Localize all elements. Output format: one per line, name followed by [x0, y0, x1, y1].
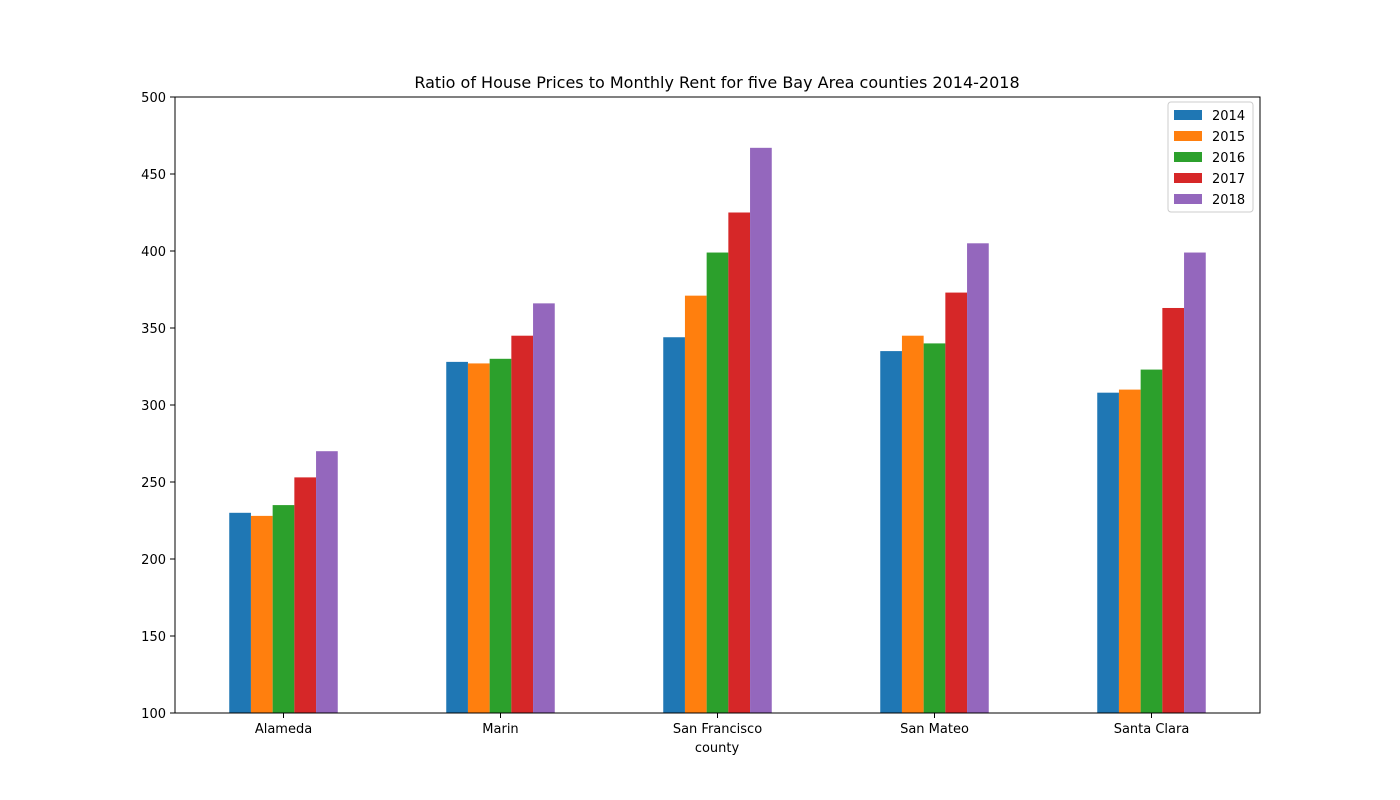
bar-2015-marin: [467, 363, 490, 713]
y-tick-label: 200: [141, 553, 166, 568]
legend-swatch: [1174, 131, 1202, 141]
x-tick-label: San Mateo: [900, 722, 969, 737]
y-axis: 100 150 200 250 300 350 400 450 500: [141, 91, 175, 722]
bar-2018-alameda: [316, 451, 338, 713]
legend-swatch: [1174, 110, 1202, 120]
legend-label: 2015: [1212, 130, 1245, 145]
bar-2016-san-francisco: [706, 252, 729, 714]
x-axis-label: county: [695, 741, 740, 756]
x-tick-label: Alameda: [255, 722, 312, 737]
x-tick-label: Marin: [482, 722, 518, 737]
bars-group: [229, 147, 1206, 714]
y-tick-label: 450: [141, 168, 166, 183]
bar-2018-marin: [533, 303, 555, 713]
bar-2017-marin: [511, 335, 534, 713]
x-axis: Alameda Marin San Francisco San Mateo Santa …: [255, 713, 1189, 737]
bar-2014-marin: [446, 361, 468, 713]
bar-2015-santa-clara: [1118, 389, 1141, 713]
bar-2014-san-mateo: [880, 351, 902, 713]
bar-2018-santa-clara: [1184, 252, 1206, 714]
bar-2015-alameda: [250, 515, 273, 713]
legend: 2014 2015 2016 2017 2018: [1167, 101, 1254, 213]
chart-title: Ratio of House Prices to Monthly Rent fo…: [414, 73, 1019, 92]
bar-2014-alameda: [229, 512, 251, 713]
y-tick-label: 300: [141, 399, 166, 414]
legend-box: [1167, 101, 1254, 213]
bar-2016-santa-clara: [1140, 369, 1163, 713]
bar-2016-san-mateo: [923, 343, 946, 713]
bar-2014-santa-clara: [1097, 392, 1119, 713]
legend-label: 2016: [1212, 151, 1245, 166]
y-tick-label: 150: [141, 630, 166, 645]
legend-label: 2017: [1212, 172, 1245, 187]
bar-2017-san-mateo: [945, 292, 968, 713]
x-tick-label: San Francisco: [673, 722, 762, 737]
legend-label: 2014: [1212, 109, 1245, 124]
y-tick-label: 500: [141, 91, 166, 106]
x-tick-label: Santa Clara: [1114, 722, 1190, 737]
bar-2018-san-mateo: [967, 243, 989, 714]
y-tick-label: 350: [141, 322, 166, 337]
legend-swatch: [1174, 152, 1202, 162]
bar-2017-santa-clara: [1162, 307, 1185, 713]
y-tick-label: 100: [141, 707, 166, 722]
bar-2017-san-francisco: [728, 212, 751, 713]
y-tick-label: 400: [141, 245, 166, 260]
bar-2015-san-francisco: [684, 295, 707, 713]
y-tick-label: 250: [141, 476, 166, 491]
legend-label: 2018: [1212, 193, 1245, 208]
legend-swatch: [1174, 194, 1202, 204]
bar-2018-san-francisco: [750, 147, 772, 713]
bar-2014-san-francisco: [663, 337, 685, 713]
bar-2016-marin: [489, 358, 512, 713]
bar-2015-san-mateo: [901, 335, 924, 713]
legend-swatch: [1174, 173, 1202, 183]
bar-2016-alameda: [272, 505, 295, 713]
bar-2017-alameda: [294, 477, 317, 713]
